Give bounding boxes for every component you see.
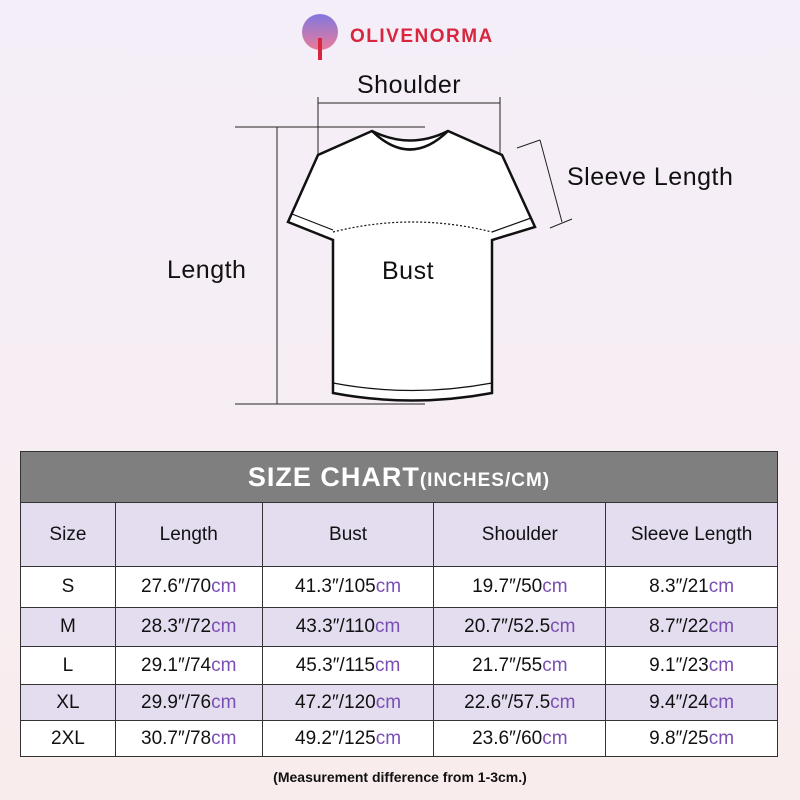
column-header: Length: [114, 502, 263, 567]
measurement-cell: 45.3″/115cm: [261, 646, 435, 685]
measurement-cell: 8.7″/22cm: [605, 607, 778, 647]
measurement-cell: 9.8″/25cm: [605, 720, 778, 757]
sleeve-length-label: Sleeve Length: [567, 163, 734, 191]
size-chart-table: SIZE CHART(INCHES/CM) Size Length Bust Shou…: [20, 451, 778, 757]
size-cell: L: [20, 646, 116, 685]
brand-logo: OLIVENORMA: [296, 10, 494, 64]
measurement-cell: 19.7″/50cm: [433, 566, 607, 608]
size-cell: M: [20, 607, 116, 647]
measurement-cell: 29.9″/76cm: [114, 684, 263, 721]
measurement-cell: 27.6″/70cm: [114, 566, 263, 608]
measurement-cell: 20.7″/52.5cm: [433, 607, 607, 647]
measurement-cell: 30.7″/78cm: [114, 720, 263, 757]
column-header: Shoulder: [433, 502, 607, 567]
column-header: Bust: [261, 502, 435, 567]
tree-logo-icon: [302, 14, 338, 60]
table-title: SIZE CHART(INCHES/CM): [20, 451, 778, 503]
table-row: M 28.3″/72cm 43.3″/110cm 20.7″/52.5cm 8.7″/2…: [20, 607, 778, 647]
measurement-cell: 9.1″/23cm: [605, 646, 778, 685]
measurement-cell: 23.6″/60cm: [433, 720, 607, 757]
table-row: S 27.6″/70cm 41.3″/105cm 19.7″/50cm 8.3″/21c…: [20, 566, 778, 608]
measurement-cell: 8.3″/21cm: [605, 566, 778, 608]
measurement-cell: 28.3″/72cm: [114, 607, 263, 647]
measurement-cell: 41.3″/105cm: [261, 566, 435, 608]
table-row: XL 29.9″/76cm 47.2″/120cm 22.6″/57.5cm 9.4″/…: [20, 684, 778, 721]
table-row: L 29.1″/74cm 45.3″/115cm 21.7″/55cm 9.1″/23c…: [20, 646, 778, 685]
measurement-note: (Measurement difference from 1-3cm.): [273, 769, 527, 785]
table-header-row: Size Length Bust Shoulder Sleeve Length: [20, 502, 778, 567]
tshirt-diagram: [235, 97, 573, 405]
size-cell: 2XL: [20, 720, 116, 757]
size-cell: S: [20, 566, 116, 608]
table-row: 2XL 30.7″/78cm 49.2″/125cm 23.6″/60cm 9.8″/2…: [20, 720, 778, 757]
shoulder-label: Shoulder: [357, 71, 462, 99]
bust-label: Bust: [382, 257, 435, 285]
measurement-cell: 22.6″/57.5cm: [433, 684, 607, 721]
brand-name: OLIVENORMA: [350, 26, 494, 47]
measurement-cell: 47.2″/120cm: [261, 684, 435, 721]
tshirt-outline: [286, 129, 537, 402]
length-label: Length: [167, 256, 247, 284]
measurement-cell: 49.2″/125cm: [261, 720, 435, 757]
measurement-cell: 9.4″/24cm: [605, 684, 778, 721]
measurement-cell: 21.7″/55cm: [433, 646, 607, 685]
measurement-cell: 29.1″/74cm: [114, 646, 263, 685]
column-header: Size: [20, 502, 116, 567]
column-header: Sleeve Length: [605, 502, 778, 567]
size-cell: XL: [20, 684, 116, 721]
measurement-cell: 43.3″/110cm: [261, 607, 435, 647]
